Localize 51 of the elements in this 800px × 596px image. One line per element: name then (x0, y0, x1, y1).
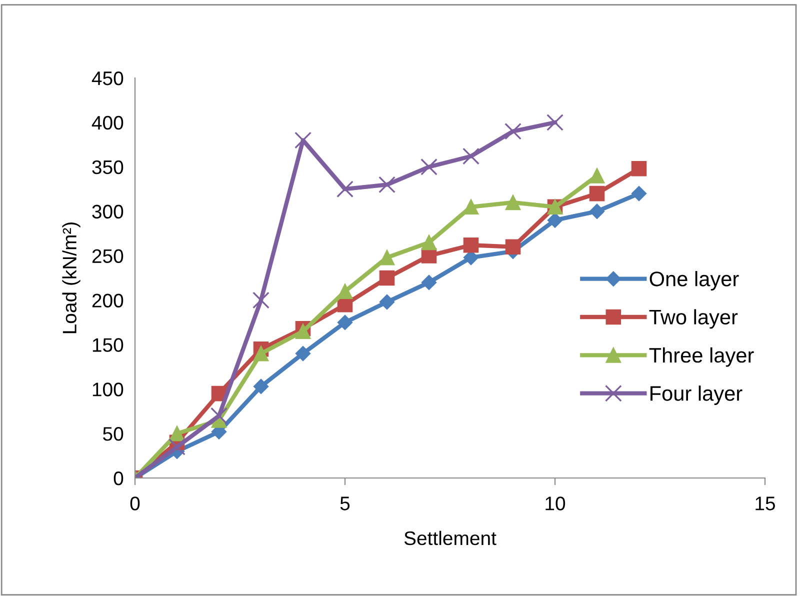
y-tick-label: 400 (92, 116, 124, 130)
point (463, 199, 479, 215)
legend-label: Two layer (649, 309, 738, 329)
point (505, 239, 521, 255)
point (169, 426, 185, 442)
point (336, 180, 354, 198)
x-axis-title: Settlement (404, 530, 496, 546)
point (505, 194, 521, 210)
point (547, 212, 563, 228)
point (421, 274, 437, 290)
point (210, 407, 228, 424)
point (421, 234, 437, 250)
x-tick-label: 5 (340, 496, 350, 510)
point (379, 270, 395, 286)
point (589, 168, 605, 184)
y-tick-label: 250 (92, 249, 124, 264)
point (253, 378, 269, 394)
point (589, 186, 605, 202)
y-tick-label: 300 (92, 204, 124, 219)
point (379, 250, 395, 266)
x-tick-label: 0 (130, 496, 140, 510)
point (253, 346, 269, 362)
point (378, 176, 396, 194)
legend-label: Three layer (649, 347, 754, 367)
legend-label: One layer (650, 271, 739, 290)
point (252, 292, 270, 309)
point (631, 186, 647, 202)
point (546, 114, 564, 131)
y-tick-label: 0 (114, 471, 124, 486)
point (589, 204, 605, 219)
y-tick-label: 150 (92, 338, 124, 352)
point (420, 158, 438, 176)
point (337, 284, 353, 299)
point (168, 438, 186, 456)
y-tick-label: 50 (103, 427, 124, 441)
y-tick-label: 200 (92, 294, 124, 308)
point (631, 161, 647, 176)
point (337, 314, 353, 330)
legend-label: Four layer (650, 386, 742, 405)
point (462, 148, 480, 165)
point (504, 122, 522, 140)
x-tick-label: 10 (546, 496, 566, 510)
y-axis-title: Load (kN/m²) (62, 222, 80, 334)
point (295, 346, 311, 362)
point (463, 237, 479, 253)
point (379, 294, 395, 310)
y-tick-label: 450 (92, 71, 124, 86)
x-tick-label: 15 (756, 496, 775, 510)
y-tick-label: 100 (92, 382, 124, 396)
point (294, 132, 312, 149)
y-tick-label: 350 (92, 160, 124, 174)
